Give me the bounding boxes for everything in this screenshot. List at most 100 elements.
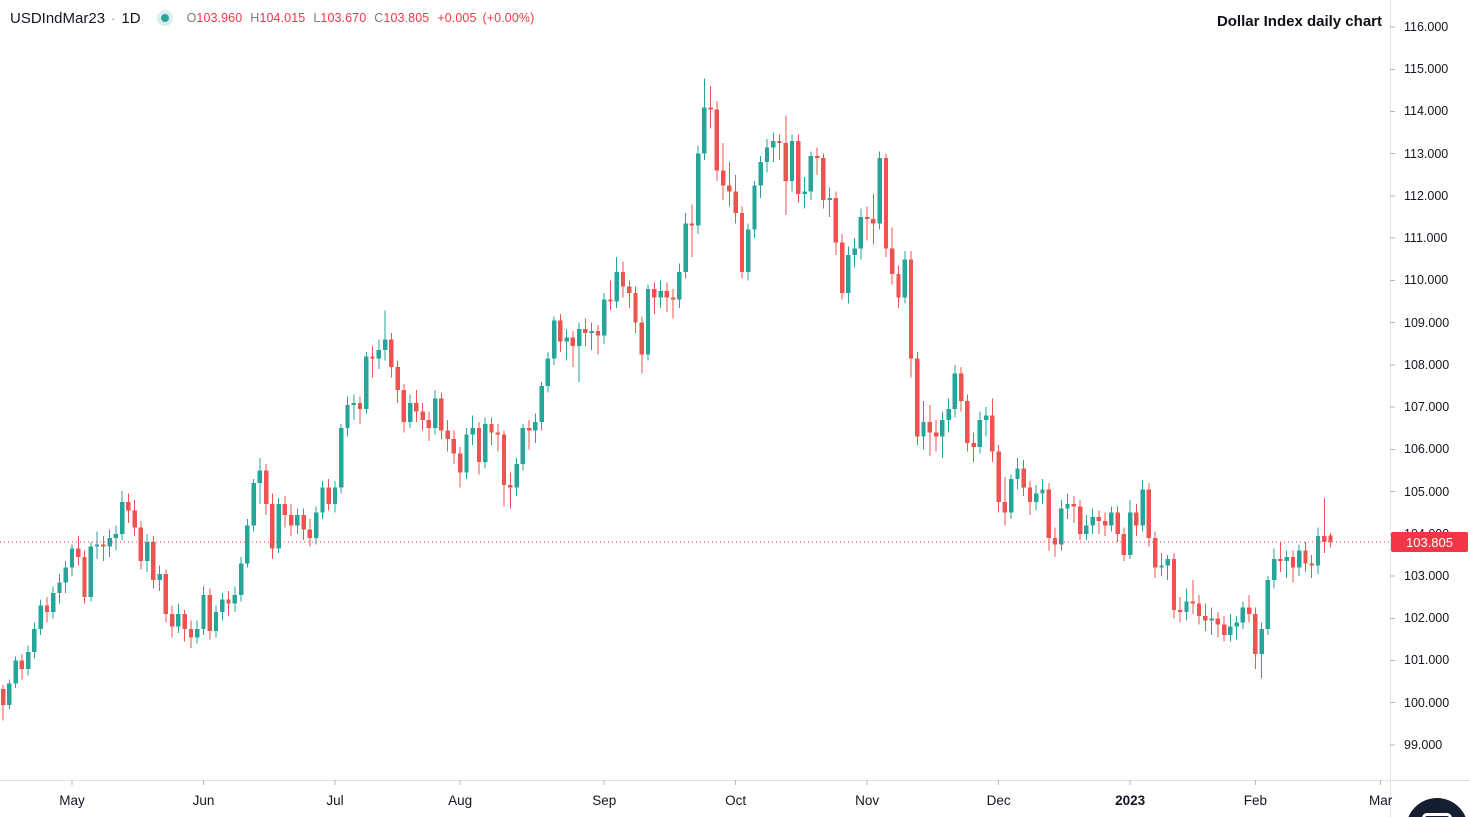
close-value: 103.805 xyxy=(383,11,430,25)
candle xyxy=(307,519,313,547)
candle xyxy=(714,100,720,182)
candle xyxy=(19,654,25,680)
close-key: C xyxy=(374,11,384,25)
candle xyxy=(1171,552,1177,619)
candle xyxy=(295,508,300,534)
candle xyxy=(401,383,407,433)
price-tick-label: 114.000 xyxy=(1404,104,1449,119)
candle xyxy=(157,565,162,591)
candle xyxy=(783,115,788,215)
candle xyxy=(1328,533,1333,548)
candle xyxy=(514,457,519,496)
candle xyxy=(1309,554,1314,579)
candle xyxy=(107,529,112,558)
candle xyxy=(871,193,876,245)
candle xyxy=(927,404,932,456)
candle xyxy=(708,86,713,129)
candle xyxy=(965,394,970,452)
candle xyxy=(940,411,945,458)
candle xyxy=(1259,622,1264,679)
candle xyxy=(63,561,68,593)
candle xyxy=(1146,483,1152,547)
candle xyxy=(695,145,701,234)
candle xyxy=(1165,554,1170,581)
candle xyxy=(1034,485,1039,511)
price-tick-label: 105.000 xyxy=(1404,484,1450,499)
candle xyxy=(526,419,532,450)
candle xyxy=(1134,504,1139,536)
candle xyxy=(1234,616,1239,640)
candle xyxy=(238,557,244,602)
price-tick-label: 100.000 xyxy=(1404,695,1450,710)
candle xyxy=(1021,459,1026,496)
candle xyxy=(7,679,12,710)
candle xyxy=(702,78,707,161)
time-tick-label: Jul xyxy=(326,793,344,808)
candle xyxy=(1153,531,1158,579)
time-tick-label: Feb xyxy=(1243,793,1268,808)
price-tick-label: 99.000 xyxy=(1404,737,1443,752)
time-tick-label: Nov xyxy=(855,793,880,808)
candle xyxy=(1015,457,1020,490)
candle xyxy=(226,590,231,617)
candle xyxy=(720,143,726,201)
time-axis[interactable]: May Jun Jul Aug Sep Oct Nov Dec 2023 Feb Mar xyxy=(0,781,1392,817)
candle xyxy=(746,223,751,281)
candle xyxy=(789,134,795,192)
candle xyxy=(1002,476,1008,526)
candle xyxy=(883,153,889,258)
candle xyxy=(821,153,826,209)
legend-separator: · xyxy=(111,10,116,26)
candle xyxy=(589,322,594,351)
change-absolute: +0.005 xyxy=(437,11,477,25)
candle xyxy=(1303,542,1308,572)
candles-layer xyxy=(0,78,1333,721)
candle xyxy=(144,533,150,572)
candle xyxy=(670,288,676,319)
candle xyxy=(326,478,331,511)
candle xyxy=(395,360,400,403)
candle xyxy=(282,495,288,528)
candle xyxy=(620,261,626,298)
last-price-value: 103.805 xyxy=(1406,534,1453,550)
candle xyxy=(796,134,801,203)
candle xyxy=(320,481,325,520)
candle xyxy=(163,569,169,623)
candle xyxy=(1278,542,1283,572)
candle xyxy=(627,280,632,308)
candle xyxy=(464,428,469,479)
price-tick-label: 108.000 xyxy=(1404,357,1450,372)
candle xyxy=(664,282,670,313)
candle xyxy=(977,411,983,454)
candle xyxy=(351,394,356,420)
candle xyxy=(858,208,864,260)
time-tick-label: Aug xyxy=(448,793,473,808)
high-key: H xyxy=(250,11,260,25)
candle xyxy=(833,191,839,256)
symbol-name[interactable]: USDIndMar23 xyxy=(10,9,106,27)
candle xyxy=(952,364,958,418)
candle xyxy=(176,603,181,634)
candle xyxy=(808,151,814,201)
candle xyxy=(1115,506,1120,543)
candle xyxy=(520,423,526,471)
candle xyxy=(370,345,375,378)
candle xyxy=(958,366,964,412)
market-status-icon xyxy=(156,10,173,26)
candle xyxy=(470,415,475,446)
candle xyxy=(126,493,131,524)
candle xyxy=(51,586,56,619)
candle xyxy=(1084,514,1089,541)
candle xyxy=(1265,576,1271,636)
price-axis[interactable]: 116.000 115.000 114.000 113.000 112.000 111.0… xyxy=(1391,0,1470,780)
candle xyxy=(332,481,338,513)
interval-selector[interactable]: 1D xyxy=(121,9,141,27)
candle xyxy=(82,550,87,604)
candle xyxy=(764,138,770,173)
candle xyxy=(758,155,763,199)
candle xyxy=(1184,588,1189,621)
chat-button[interactable] xyxy=(1406,798,1468,817)
candle xyxy=(32,622,37,659)
candle xyxy=(683,212,688,279)
